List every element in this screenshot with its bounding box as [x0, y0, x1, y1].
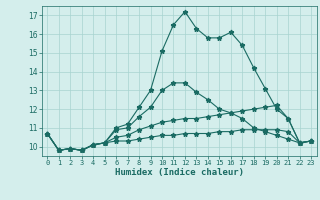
X-axis label: Humidex (Indice chaleur): Humidex (Indice chaleur)	[115, 168, 244, 177]
